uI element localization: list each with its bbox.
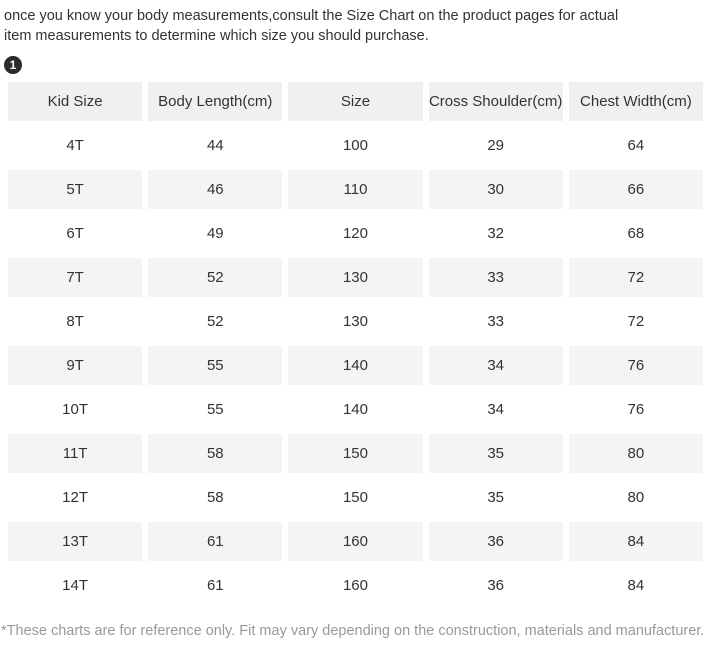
table-row: 10T 55 140 34 76 <box>8 390 703 429</box>
table-cell: 64 <box>627 137 645 154</box>
table-cell: 46 <box>148 170 283 209</box>
table-cell: 33 <box>428 258 563 297</box>
table-cell: 12T <box>62 489 89 506</box>
table-cell: 76 <box>627 401 645 418</box>
table-row: 4T 44 100 29 64 <box>8 126 703 165</box>
table-cell: 35 <box>428 434 563 473</box>
table-cell: 68 <box>627 225 645 242</box>
table-cell: 80 <box>568 434 703 473</box>
table-cell: 80 <box>627 489 645 506</box>
table-cell: 10T <box>62 401 89 418</box>
table-cell: 61 <box>206 577 224 594</box>
table-cell: 72 <box>568 258 703 297</box>
table-row: 5T 46 110 30 66 <box>8 170 703 209</box>
table-cell: 140 <box>342 401 368 418</box>
table-row: 11T 58 150 35 80 <box>8 434 703 473</box>
table-cell: 44 <box>206 137 224 154</box>
table-cell: 130 <box>288 258 423 297</box>
table-cell: 32 <box>487 225 504 242</box>
table-cell: 13T <box>8 522 143 561</box>
intro-text: once you know your body measurements,con… <box>4 8 619 44</box>
table-cell: 120 <box>342 225 368 242</box>
table-cell: 4T <box>66 137 84 154</box>
table-cell: 130 <box>342 313 368 330</box>
table-cell: 58 <box>148 434 283 473</box>
table-cell: 34 <box>487 401 504 418</box>
table-cell: 55 <box>206 401 224 418</box>
table-cell: 52 <box>206 313 224 330</box>
table-cell: 14T <box>62 577 89 594</box>
table-cell: 36 <box>487 577 504 594</box>
table-cell: 61 <box>148 522 283 561</box>
table-row: 9T 55 140 34 76 <box>8 346 703 385</box>
table-cell: 35 <box>487 489 504 506</box>
column-header: Size <box>288 82 423 121</box>
table-cell: 33 <box>487 313 504 330</box>
table-cell: 52 <box>148 258 283 297</box>
table-cell: 9T <box>8 346 143 385</box>
table-cell: 30 <box>428 170 563 209</box>
disclaimer-text: *These charts are for reference only. Fi… <box>1 623 705 639</box>
table-row: 13T 61 160 36 84 <box>8 522 703 561</box>
table-cell: 110 <box>288 170 423 209</box>
table-cell: 55 <box>148 346 283 385</box>
table-row: 14T 61 160 36 84 <box>8 566 703 605</box>
table-cell: 160 <box>288 522 423 561</box>
header-row: Kid Size Body Length(cm) Size Cross Shoulde… <box>8 82 703 121</box>
table-row: 6T 49 120 32 68 <box>8 214 703 253</box>
table-cell: 150 <box>288 434 423 473</box>
table-cell: 11T <box>8 434 143 473</box>
column-header: Body Length(cm) <box>148 82 283 121</box>
size-chart-table: Kid Size Body Length(cm) Size Cross Shoulde… <box>2 77 709 610</box>
table-cell: 49 <box>206 225 224 242</box>
table-cell: 8T <box>66 313 84 330</box>
size-chart-body: 4T 44 100 29 64 5T 46 110 30 66 6T 49 120 32 68 7T 52 130… <box>8 126 703 605</box>
table-row: 12T 58 150 35 80 <box>8 478 703 517</box>
table-cell: 84 <box>627 577 645 594</box>
table-cell: 6T <box>66 225 84 242</box>
table-cell: 34 <box>428 346 563 385</box>
table-row: 8T 52 130 33 72 <box>8 302 703 341</box>
table-cell: 100 <box>342 137 368 154</box>
table-cell: 5T <box>8 170 143 209</box>
table-cell: 150 <box>342 489 368 506</box>
table-cell: 140 <box>288 346 423 385</box>
table-cell: 84 <box>568 522 703 561</box>
step-one-badge: 1 <box>4 56 22 74</box>
table-cell: 66 <box>568 170 703 209</box>
table-cell: 160 <box>342 577 368 594</box>
size-chart-header: Kid Size Body Length(cm) Size Cross Shoulde… <box>8 82 703 121</box>
column-header: Chest Width(cm) <box>568 82 703 121</box>
column-header: Kid Size <box>8 82 143 121</box>
table-cell: 36 <box>428 522 563 561</box>
table-cell: 29 <box>487 137 504 154</box>
table-cell: 72 <box>627 313 645 330</box>
table-cell: 76 <box>568 346 703 385</box>
column-header: Cross Shoulder(cm) <box>428 82 563 121</box>
table-cell: 7T <box>8 258 143 297</box>
table-cell: 58 <box>206 489 224 506</box>
table-row: 7T 52 130 33 72 <box>8 258 703 297</box>
